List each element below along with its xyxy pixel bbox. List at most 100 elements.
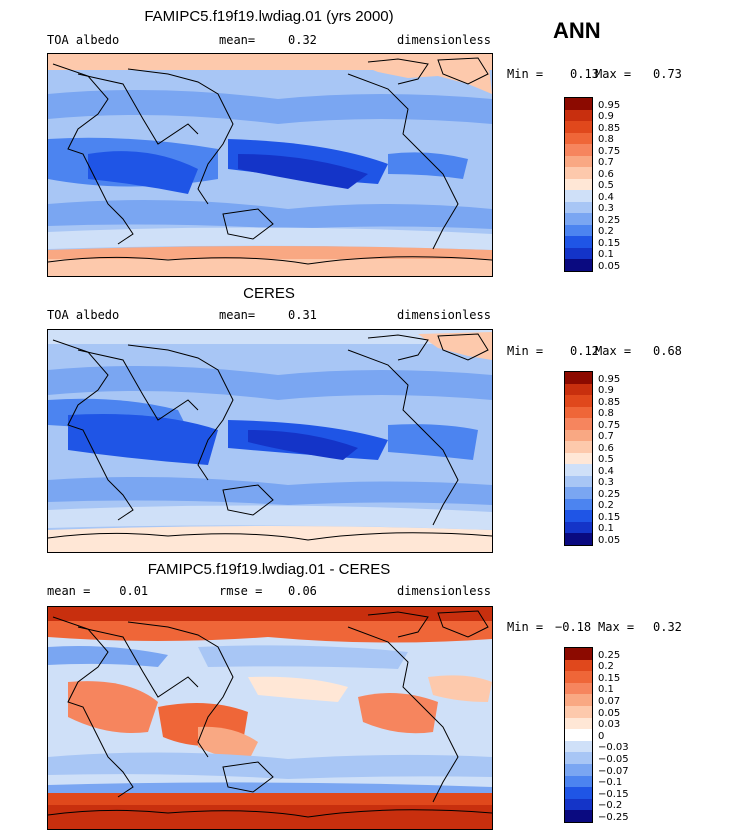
colorbar-segment (565, 740, 592, 753)
colorbar-segment (565, 752, 592, 764)
panel2-max-label: Max = (595, 344, 632, 358)
panel1-min-label: Min = (507, 67, 544, 81)
colorbar-segment (565, 429, 592, 442)
colorbar-level-label: 0.2 (598, 500, 614, 512)
colorbar-level-label: −0.03 (598, 742, 629, 754)
colorbar-segment (565, 533, 592, 545)
colorbar-level-label: 0.2 (598, 226, 614, 238)
colorbar-segment (565, 648, 592, 660)
panel3-title: FAMIPC5.f19f19.lwdiag.01 - CERES (147, 561, 391, 578)
colorbar-level-label: 0.6 (598, 168, 614, 180)
colorbar-segment (565, 155, 592, 168)
colorbar-level-label: 0.95 (598, 373, 621, 385)
colorbar-segment (565, 383, 592, 396)
colorbar-level-label: −0.25 (598, 812, 629, 823)
colorbar-level-label: 0.15 (598, 511, 621, 523)
colorbar-level-label: 0.05 (598, 535, 621, 546)
colorbar-segment (565, 787, 592, 799)
colorbar-level-label: 0.1 (598, 684, 614, 696)
colorbar-level-label: 0.85 (598, 122, 621, 134)
panel2-mean-value: 0.31 (288, 308, 317, 322)
colorbar-level-label: −0.2 (598, 800, 623, 812)
colorbar-level-label: 0.15 (598, 237, 621, 249)
season-label: ANN (553, 18, 601, 43)
panel3-units: dimensionless (397, 584, 491, 598)
colorbar-segment (565, 372, 592, 384)
colorbar-level-label: 0.25 (598, 488, 621, 500)
colorbar-level-label: 0.1 (598, 249, 614, 261)
panel3-rmse-value: 0.06 (288, 584, 317, 598)
colorbar-segment (565, 810, 592, 822)
panel1-units: dimensionless (397, 33, 491, 47)
panel2-variable: TOA albedo (47, 308, 120, 322)
panel2-mean-label: mean= (219, 308, 256, 322)
colorbar-level-label: 0.5 (598, 454, 614, 466)
colorbar-level-label: −0.15 (598, 788, 629, 800)
colorbar-segment (565, 671, 592, 683)
colorbar-level-label: −0.07 (598, 765, 629, 777)
panel1-title: FAMIPC5.f19f19.lwdiag.01 (yrs 2000) (144, 8, 394, 25)
panel1-max-label: Max = (595, 67, 632, 81)
colorbar-segment (565, 395, 592, 407)
colorbar-segment (565, 213, 592, 225)
colorbar-segment (565, 201, 592, 214)
panel1-min-value: 0.13 (570, 67, 599, 81)
colorbar-segment (565, 521, 592, 534)
panel2-max-value: 0.68 (653, 344, 682, 358)
panel3-rmse-label: rmse = (219, 584, 263, 598)
colorbar-segment (565, 475, 592, 488)
colorbar-level-label: 0.05 (598, 261, 621, 272)
colorbar-level-label: 0.05 (598, 707, 621, 719)
panel1-mean-value: 0.32 (288, 33, 317, 47)
colorbar-level-label: 0.2 (598, 661, 614, 673)
panel2-min-value: 0.12 (570, 344, 599, 358)
panel3-map (47, 606, 493, 830)
colorbar-segment (565, 659, 592, 672)
colorbar-segment (565, 441, 592, 453)
colorbar-level-label: 0.4 (598, 465, 614, 477)
colorbar-level-label: 0.9 (598, 111, 614, 123)
panel2-map (47, 329, 493, 553)
colorbar-segment (565, 729, 592, 741)
panel2-title: CERES (243, 285, 295, 302)
colorbar-segment (565, 190, 592, 202)
colorbar-segment (565, 682, 592, 695)
colorbar-level-label: 0.15 (598, 672, 621, 684)
colorbar-segment (565, 247, 592, 260)
colorbar-level-label: 0.3 (598, 477, 614, 489)
colorbar-segment (565, 452, 592, 465)
colorbar-level-label: 0.5 (598, 180, 614, 192)
colorbar-level-label: 0.25 (598, 649, 621, 661)
colorbar-level-label: 0.03 (598, 719, 621, 731)
colorbar-level-label: 0.7 (598, 431, 614, 443)
colorbar-level-label: −0.05 (598, 754, 629, 765)
colorbar-segment (565, 775, 592, 788)
panel1-max-value: 0.73 (653, 67, 682, 81)
panel2-min-label: Min = (507, 344, 544, 358)
colorbar-level-label: 0.7 (598, 157, 614, 169)
panel3-mean: mean = 0.01 (47, 584, 149, 598)
colorbar-level-label: 0 (598, 730, 605, 742)
colorbar-level-label: 0.75 (598, 419, 621, 431)
colorbar-level-label: 0.8 (598, 408, 614, 420)
panel3-min-value: −0.18 (555, 620, 592, 634)
colorbar-level-label: 0.07 (598, 696, 621, 707)
colorbar-segment (565, 717, 592, 730)
colorbar-segment (565, 98, 592, 110)
colorbar-level-label: 0.75 (598, 145, 621, 157)
colorbar-segment (565, 132, 592, 145)
panel1-variable: TOA albedo (47, 33, 120, 47)
panel3-min-label: Min = (507, 620, 544, 634)
colorbar-segment (565, 763, 592, 776)
panel3-colorbar (564, 647, 593, 823)
panel1-colorbar (564, 97, 593, 272)
colorbar-level-label: 0.6 (598, 442, 614, 454)
colorbar-segment (565, 259, 592, 271)
colorbar-level-label: −0.1 (598, 777, 623, 789)
panel1-mean-label: mean= (219, 33, 256, 47)
colorbar-segment (565, 694, 592, 706)
colorbar-level-label: 0.85 (598, 396, 621, 408)
panel3-max-value: 0.32 (653, 620, 682, 634)
colorbar-level-label: 0.8 (598, 134, 614, 146)
colorbar-segment (565, 236, 592, 248)
